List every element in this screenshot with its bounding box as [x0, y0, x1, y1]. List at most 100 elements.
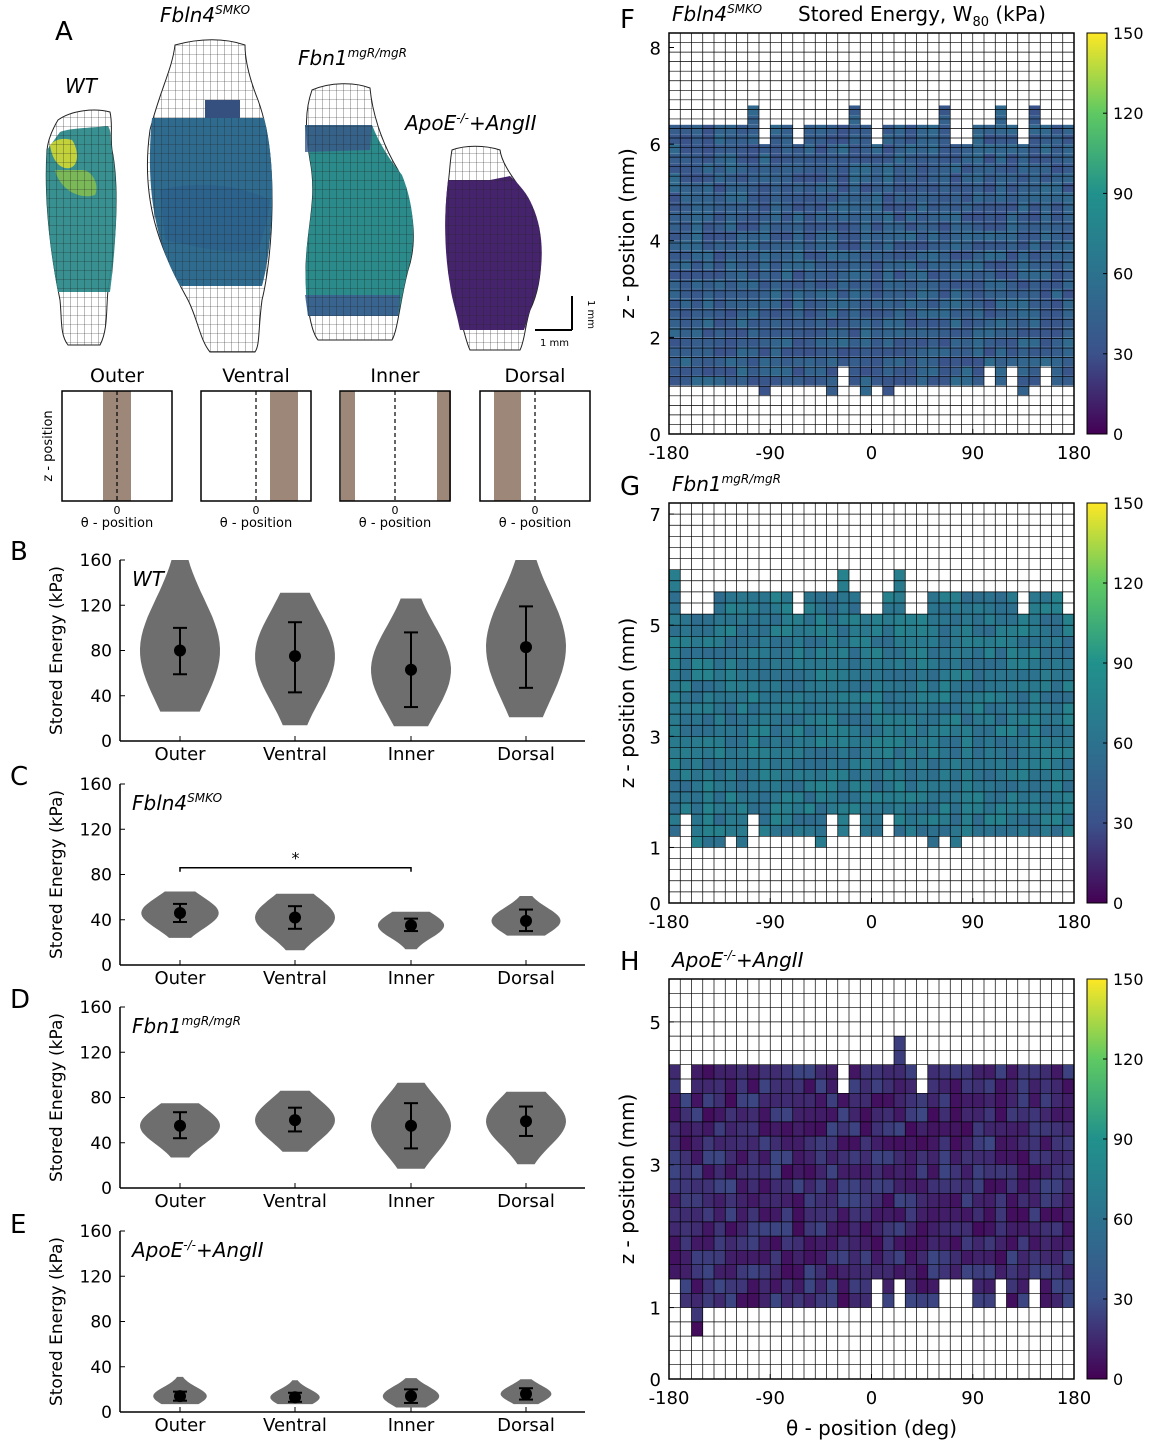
heatmap-cell [1006, 1279, 1018, 1294]
heatmap-cell [916, 289, 928, 299]
heatmap-cell [714, 231, 726, 241]
heatmap-cell [702, 1121, 714, 1137]
heatmap-cell [984, 289, 996, 299]
heatmap-cell [871, 308, 883, 318]
heatmap-cell [984, 250, 996, 260]
heatmap-cell [984, 240, 996, 251]
heatmap-cell [1006, 636, 1018, 648]
heatmap-cell [995, 1193, 1007, 1208]
heatmap-cell [680, 725, 692, 737]
heatmap-cell [939, 747, 951, 759]
heatmap-cell [669, 769, 681, 781]
heatmap-cell [882, 308, 894, 318]
heatmap-cell [702, 658, 714, 670]
heatmap-cell [950, 202, 962, 212]
heatmap-cell [792, 298, 804, 309]
heatmap-cell [1051, 366, 1063, 376]
heatmap-cell [905, 747, 917, 759]
heatmap-cell [815, 1064, 827, 1079]
heatmap-cell [770, 221, 782, 231]
heatmap-cell [781, 1193, 793, 1208]
heatmap-cell [995, 308, 1007, 318]
heatmap-cell [984, 1264, 996, 1279]
heatmap-cell [759, 636, 771, 648]
heatmap-cell [882, 1121, 894, 1137]
heatmap-cell [894, 298, 906, 309]
heatmap-cell [815, 836, 827, 848]
heatmap-cell [905, 1150, 917, 1165]
heatmap-cell [1029, 1264, 1041, 1279]
heatmap-cell [714, 298, 726, 309]
heatmap-cell [736, 163, 748, 173]
heatmap-cell [849, 780, 861, 792]
heatmap-cell [871, 780, 883, 792]
heatmap-cell [702, 1207, 714, 1222]
heatmap-cell [995, 231, 1007, 241]
heatmap-cell [691, 327, 703, 338]
heatmap-cell [995, 356, 1007, 367]
heatmap-cell [905, 691, 917, 703]
heatmap-cell [669, 1107, 681, 1122]
heatmap-cell [1029, 134, 1041, 145]
heatmap-cell [1017, 376, 1029, 386]
heatmap-cell [702, 1150, 714, 1165]
heatmap-cell [781, 1150, 793, 1165]
heatmap-cell [939, 1207, 951, 1222]
heatmap-cell [1051, 347, 1063, 357]
heatmap-cell [984, 1207, 996, 1222]
heatmap-cell [815, 327, 827, 338]
heatmap-cell [691, 1321, 703, 1337]
heatmap-cell [792, 725, 804, 737]
heatmap-cell [927, 1207, 939, 1222]
heatmap-cell [826, 347, 838, 357]
heatmap-cell [714, 1079, 726, 1094]
heatmap-cell [961, 192, 973, 202]
heatmap-cell [804, 356, 816, 367]
heatmap-cell [826, 376, 838, 386]
heatmap-cell [1051, 298, 1063, 309]
heatmap-cell [961, 1121, 973, 1137]
heatmap-cell [961, 625, 973, 637]
heatmap-cell [725, 1179, 737, 1194]
heatmap-cell [972, 1064, 984, 1079]
mean-marker [520, 914, 532, 927]
heatmap-cell [669, 327, 681, 338]
heatmap-cell [905, 1250, 917, 1265]
heatmap-cell [770, 636, 782, 648]
heatmap-cell [837, 669, 849, 681]
heatmap-cell [747, 669, 759, 681]
heatmap-cell [691, 1207, 703, 1222]
heatmap-cell [961, 714, 973, 726]
heatmap-cell [1040, 1250, 1052, 1265]
heatmap-cell [972, 591, 984, 603]
heatmap-cell [781, 231, 793, 241]
heatmap-cell [995, 791, 1007, 803]
heatmap-cell [714, 289, 726, 299]
heatmap-cell [1051, 803, 1063, 815]
mean-marker [405, 663, 417, 676]
heatmap-cell [691, 279, 703, 289]
heatmap-cell [691, 1150, 703, 1165]
heatmap-cell [680, 211, 692, 222]
heatmap-cell [905, 144, 917, 154]
heatmap-cell [1029, 669, 1041, 681]
heatmap-cell [669, 1221, 681, 1237]
heatmap-cell [1017, 1136, 1029, 1151]
colorbar-tick: 0 [1113, 425, 1123, 444]
heatmap-cell [894, 1250, 906, 1265]
heatmap-cell [905, 1079, 917, 1094]
heatmap-cell [792, 260, 804, 270]
y-tick-label: 1 [650, 838, 661, 859]
heatmap-cell [1029, 614, 1041, 626]
heatmap-cell [1062, 1136, 1074, 1151]
heatmap-cell [894, 1136, 906, 1151]
heatmap-cell [882, 1107, 894, 1122]
heatmap-cell [691, 791, 703, 803]
heatmap-cell [736, 1136, 748, 1151]
heatmap-cell [950, 614, 962, 626]
heatmap-cell [770, 250, 782, 260]
heatmap-cell [894, 791, 906, 803]
heatmap-cell [1051, 769, 1063, 781]
heatmap-cell [984, 669, 996, 681]
